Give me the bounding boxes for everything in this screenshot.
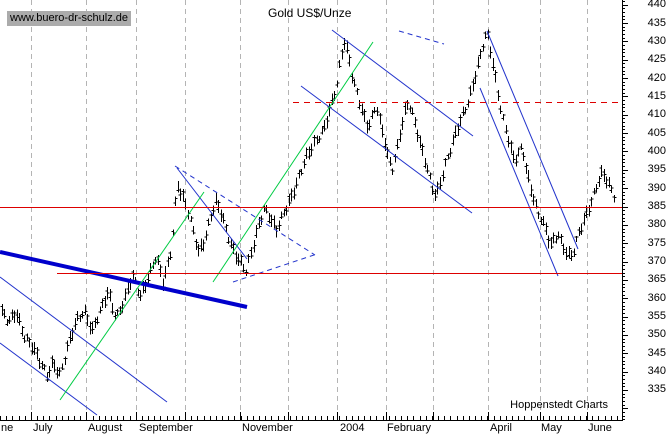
trendline-apr-may-channel-lower bbox=[479, 87, 559, 277]
trendline-september-correction-line bbox=[176, 167, 248, 260]
y-axis-label: 385 bbox=[647, 200, 666, 212]
y-axis-label: 430 bbox=[647, 35, 666, 47]
month-gridlines bbox=[31, 0, 588, 420]
y-axis-label: 420 bbox=[647, 71, 666, 84]
y-axis-label: 390 bbox=[647, 181, 666, 194]
x-axis-label-ne: ne bbox=[1, 422, 14, 434]
y-axis-label: 440 bbox=[647, 0, 666, 11]
trendline-top-dashed-segment bbox=[398, 30, 445, 45]
price-bars bbox=[0, 29, 617, 382]
y-axis-label: 425 bbox=[647, 53, 666, 66]
axis-ticks bbox=[0, 1, 628, 420]
trendline-flag-upper-dashed bbox=[174, 165, 316, 256]
y-axis-label: 365 bbox=[647, 273, 666, 286]
x-axis-label-november: November bbox=[242, 422, 293, 434]
y-axis-label: 355 bbox=[647, 310, 666, 322]
y-axis-label: 435 bbox=[647, 16, 666, 29]
y-axis-label: 375 bbox=[647, 236, 666, 249]
trendline-jan-feb-channel-upper bbox=[331, 29, 474, 137]
y-axis-label: 380 bbox=[647, 218, 666, 231]
x-axis-label-april: April bbox=[490, 422, 513, 434]
x-axis-label-july: July bbox=[33, 422, 53, 434]
y-axis-label: 395 bbox=[647, 163, 666, 176]
trendline-uptrend-green-2 bbox=[212, 41, 374, 283]
watermark-badge: www.buero-dr-schulz.de bbox=[7, 11, 131, 26]
y-axis-label: 370 bbox=[647, 255, 666, 267]
x-axis-label-september: September bbox=[139, 422, 193, 434]
y-axis-label: 400 bbox=[647, 145, 666, 157]
trendline-apr-may-channel-upper bbox=[486, 30, 579, 250]
y-axis-label: 335 bbox=[647, 383, 666, 396]
chart-title: Gold US$/Unze bbox=[268, 6, 352, 20]
y-axis-label: 415 bbox=[647, 90, 666, 102]
chart-credit: Hoppenstedt Charts bbox=[510, 399, 608, 411]
x-axis-label-february: February bbox=[387, 422, 432, 434]
trendline-june-july-channel-upper bbox=[0, 276, 168, 403]
x-axis-label-2004: 2004 bbox=[340, 422, 365, 434]
y-axis-label: 340 bbox=[647, 365, 666, 377]
axes bbox=[0, 0, 623, 421]
x-axis-label-august: August bbox=[88, 422, 123, 434]
x-axis-label-june: June bbox=[588, 422, 612, 434]
trendline-flag-lower-dashed bbox=[232, 253, 318, 283]
y-axis-label: 410 bbox=[647, 108, 666, 121]
trendline-major-downtrend-thick bbox=[0, 250, 248, 309]
trendline-june-july-channel-lower bbox=[0, 342, 98, 416]
x-axis-label-may: May bbox=[541, 422, 562, 434]
y-axis-label: 360 bbox=[647, 291, 666, 304]
y-axis-label: 405 bbox=[647, 126, 666, 139]
y-axis-label: 350 bbox=[647, 328, 666, 341]
trendline-uptrend-green-1 bbox=[59, 191, 205, 401]
y-axis-label: 345 bbox=[647, 346, 666, 359]
